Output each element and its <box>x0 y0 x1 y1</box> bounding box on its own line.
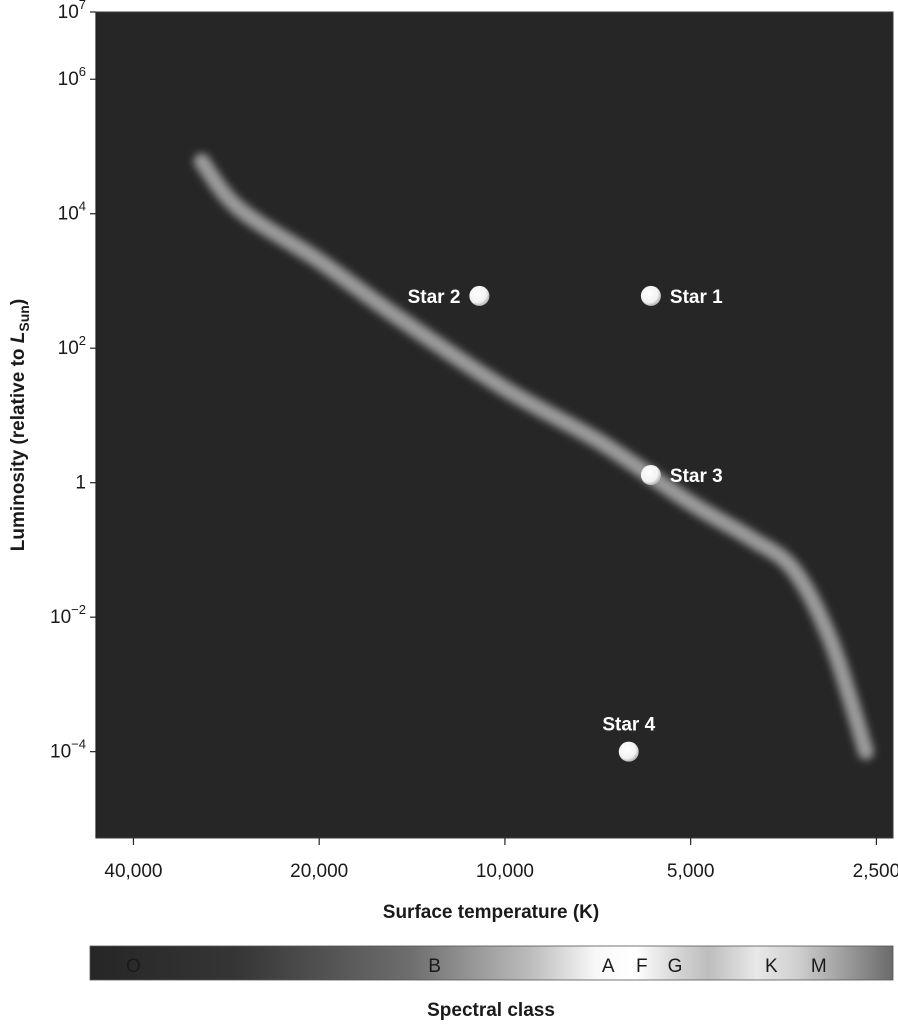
spectral-class-b: B <box>428 956 441 977</box>
spectral-class-o: O <box>126 956 141 977</box>
star-4-marker <box>618 741 639 762</box>
star-1-marker <box>640 285 661 306</box>
spectral-gradient-strip <box>89 945 894 981</box>
star-3-label: Star 3 <box>670 466 723 487</box>
spectral-class-g: G <box>668 956 683 977</box>
y-tick-label: 106 <box>58 64 86 90</box>
y-title-symbol: L <box>8 332 29 344</box>
star-2-marker <box>469 285 490 306</box>
y-tick-label: 107 <box>58 0 86 23</box>
x-tick-group: 40,000 20,000 10,000 5,000 2,500 <box>104 838 898 882</box>
y-axis-title: Luminosity (relative to LSun) <box>8 299 32 551</box>
x-tick-label: 10,000 <box>476 861 534 882</box>
y-tick-label: 104 <box>58 199 86 225</box>
spectral-class-f: F <box>636 956 648 977</box>
star-4-label: Star 4 <box>602 715 655 736</box>
x-tick-label: 40,000 <box>104 861 162 882</box>
x-tick-label: 20,000 <box>290 861 348 882</box>
y-tick-label: 10−2 <box>50 602 86 628</box>
x-axis-title: Surface temperature (K) <box>383 902 599 923</box>
plot-area <box>95 11 894 839</box>
spectral-class-title: Spectral class <box>427 1000 555 1021</box>
spectral-class-k: K <box>765 956 778 977</box>
y-tick-label: 1 <box>75 473 86 494</box>
y-title-suffix: ) <box>8 299 29 305</box>
star-markers: Star 1 Star 2 Star 3 Star 4 <box>408 285 723 762</box>
star-1-label: Star 1 <box>670 287 723 308</box>
star-2-label: Star 2 <box>408 287 461 308</box>
spectral-class-a: A <box>602 956 615 977</box>
spectral-class-m: M <box>811 956 827 977</box>
spectral-class-bar <box>89 945 894 981</box>
y-title-subscript: Sun <box>16 305 32 331</box>
y-tick-label: 102 <box>58 333 86 359</box>
x-tick-label: 5,000 <box>667 861 715 882</box>
main-sequence-group <box>193 153 874 760</box>
y-title-prefix: Luminosity (relative to <box>8 343 29 551</box>
x-tick-label: 2,500 <box>853 861 898 882</box>
y-tick-group: 107 106 104 102 1 10−2 10−4 <box>50 0 96 763</box>
main-sequence-band <box>193 153 874 760</box>
y-tick-label: 10−4 <box>50 737 86 763</box>
star-3-marker <box>640 465 661 486</box>
